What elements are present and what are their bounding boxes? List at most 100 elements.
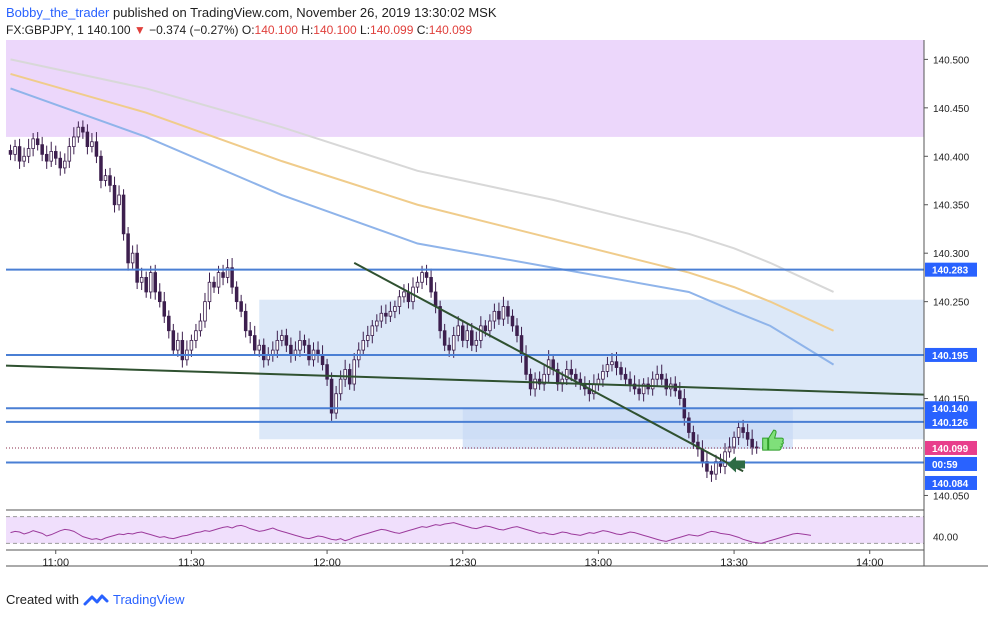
candle-body xyxy=(257,344,261,351)
candle-body xyxy=(664,378,668,390)
candle-body xyxy=(574,373,578,380)
candle-body xyxy=(474,340,479,346)
candle-body xyxy=(420,272,424,283)
time-tick-label: 13:00 xyxy=(585,557,613,569)
candle-body xyxy=(99,155,103,181)
candle-body xyxy=(687,417,691,433)
candle-body xyxy=(388,310,393,317)
price-tag xyxy=(925,414,977,429)
candle-body xyxy=(289,344,293,356)
candle-body xyxy=(393,306,397,312)
candle-body xyxy=(524,354,528,375)
candle-body xyxy=(40,144,44,155)
price-tick-label: 140.350 xyxy=(933,201,970,212)
price-tick-label: 140.450 xyxy=(933,104,970,115)
candle-body xyxy=(384,312,388,317)
candle-body xyxy=(601,371,605,380)
price-change: −0.374 (−0.27%) xyxy=(149,23,239,37)
candle-body xyxy=(542,373,546,385)
left-arrow-icon xyxy=(727,456,746,473)
candle-body xyxy=(501,306,506,320)
candle-body xyxy=(614,361,619,368)
publish-info: published on TradingView.com, November 2… xyxy=(112,5,497,20)
thumbs-up-icon xyxy=(762,429,784,451)
candle-body xyxy=(153,272,157,293)
candle-body xyxy=(402,291,406,298)
candle-body xyxy=(397,296,402,307)
candle-body xyxy=(379,312,384,322)
price-tick-label: 140.050 xyxy=(933,491,970,502)
candle-body xyxy=(596,378,601,385)
tradingview-link[interactable]: TradingView xyxy=(112,592,185,607)
candle-body xyxy=(76,126,81,138)
candle-body xyxy=(121,194,126,235)
candle-body xyxy=(460,325,465,341)
candle-body xyxy=(112,184,117,206)
candle-body xyxy=(569,369,574,375)
open-value: 140.100 xyxy=(254,23,298,37)
resistance-zone xyxy=(6,40,924,137)
candle-body xyxy=(605,364,610,372)
candle-body xyxy=(456,325,460,336)
trend-line xyxy=(5,364,925,396)
candle-body xyxy=(655,373,659,380)
candle-body xyxy=(31,138,35,149)
price-tick-label: 140.400 xyxy=(933,152,970,163)
price-tag-label: 140.126 xyxy=(932,418,969,429)
price-tick-label: 140.250 xyxy=(933,298,970,309)
candle-body xyxy=(727,446,732,453)
candle-body xyxy=(49,151,53,162)
candle-body xyxy=(130,252,135,264)
high-value: 140.100 xyxy=(313,23,357,37)
candle-body xyxy=(750,438,754,448)
author-link[interactable]: Bobby_the_trader xyxy=(6,5,110,20)
candle-body xyxy=(465,330,470,341)
symbol-name[interactable]: FX:GBPJPY, 1 xyxy=(6,23,84,37)
candle-body xyxy=(650,378,655,390)
candle-body xyxy=(641,383,646,395)
candle-body xyxy=(659,373,664,380)
candle-body xyxy=(302,340,307,346)
candle-body xyxy=(619,367,623,375)
candle-body xyxy=(239,301,243,312)
candle-body xyxy=(212,281,216,288)
time-tick-label: 14:00 xyxy=(856,557,884,569)
candle-body xyxy=(691,432,696,443)
rsi-band xyxy=(6,516,924,544)
price-chart[interactable]: 140.500 140.450 140.400 140.350 140.300 140.2… xyxy=(0,40,988,600)
candle-body xyxy=(325,364,329,380)
candle-body xyxy=(352,359,356,385)
candle-body xyxy=(415,281,420,288)
candle-body xyxy=(225,267,230,278)
price-tag xyxy=(925,456,977,471)
candle-body xyxy=(8,150,13,155)
candle-body xyxy=(623,373,628,380)
candle-body xyxy=(203,301,207,322)
candle-body xyxy=(451,335,456,351)
candle-body xyxy=(221,272,225,278)
candle-body xyxy=(610,361,614,366)
candle-body xyxy=(180,340,185,361)
candle-body xyxy=(194,330,198,341)
candle-body xyxy=(53,151,58,159)
candle-body xyxy=(488,320,492,332)
candle-body xyxy=(139,277,144,283)
candle-body xyxy=(262,344,266,361)
ema-fast-line xyxy=(10,87,835,366)
candle-body xyxy=(44,153,49,162)
candle-body xyxy=(298,340,302,351)
open-label: O: xyxy=(241,23,255,37)
candle-body xyxy=(162,301,167,317)
last-price: 140.100 xyxy=(87,23,131,37)
candle-body xyxy=(67,146,72,162)
created-with-label: Created with xyxy=(6,592,79,607)
candle-body xyxy=(678,390,682,399)
candle-body xyxy=(148,272,153,293)
price-tag-label: 140.099 xyxy=(932,444,969,455)
candle-body xyxy=(63,160,67,169)
candle-body xyxy=(438,306,442,332)
candle-body xyxy=(275,340,280,351)
time-tick-label: 11:30 xyxy=(178,557,205,569)
candle-body xyxy=(343,369,347,380)
candle-body xyxy=(243,310,248,332)
